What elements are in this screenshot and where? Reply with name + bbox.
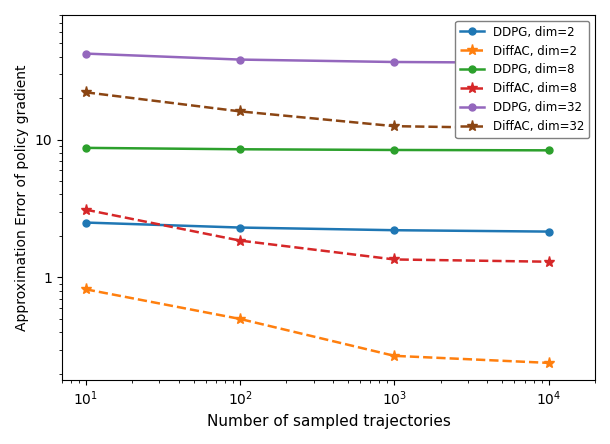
Line: DDPG, dim=8: DDPG, dim=8 — [82, 144, 552, 154]
Line: DDPG, dim=32: DDPG, dim=32 — [82, 50, 552, 66]
DDPG, dim=2 — [545, 229, 552, 234]
DiffAC, dim=32 — [390, 123, 398, 129]
Legend: DDPG, dim=2, DiffAC, dim=2, DDPG, dim=8, DiffAC, dim=8, DDPG, dim=32, DiffAC, di: DDPG, dim=2, DiffAC, dim=2, DDPG, dim=8,… — [455, 21, 589, 138]
DDPG, dim=8 — [390, 147, 398, 153]
DiffAC, dim=2 — [82, 287, 90, 292]
DiffAC, dim=2 — [390, 353, 398, 358]
DiffAC, dim=32 — [237, 109, 244, 114]
DiffAC, dim=32 — [82, 90, 90, 95]
DDPG, dim=2 — [82, 220, 90, 225]
Line: DiffAC, dim=2: DiffAC, dim=2 — [81, 284, 554, 369]
DiffAC, dim=8 — [237, 238, 244, 243]
DDPG, dim=8 — [82, 145, 90, 151]
Line: DiffAC, dim=8: DiffAC, dim=8 — [81, 204, 554, 267]
X-axis label: Number of sampled trajectories: Number of sampled trajectories — [207, 414, 450, 429]
DDPG, dim=32 — [545, 60, 552, 65]
DDPG, dim=32 — [390, 59, 398, 65]
DiffAC, dim=8 — [390, 257, 398, 262]
DiffAC, dim=8 — [82, 207, 90, 212]
DDPG, dim=8 — [237, 147, 244, 152]
DDPG, dim=2 — [237, 225, 244, 230]
DiffAC, dim=2 — [545, 360, 552, 365]
DDPG, dim=32 — [82, 51, 90, 56]
DDPG, dim=8 — [545, 148, 552, 153]
Line: DDPG, dim=2: DDPG, dim=2 — [82, 219, 552, 235]
DDPG, dim=32 — [237, 57, 244, 62]
DiffAC, dim=32 — [545, 126, 552, 131]
DDPG, dim=2 — [390, 227, 398, 233]
Y-axis label: Approximation Error of policy gradient: Approximation Error of policy gradient — [15, 64, 29, 331]
DiffAC, dim=2 — [237, 316, 244, 321]
DiffAC, dim=8 — [545, 259, 552, 264]
Line: DiffAC, dim=32: DiffAC, dim=32 — [81, 87, 554, 134]
